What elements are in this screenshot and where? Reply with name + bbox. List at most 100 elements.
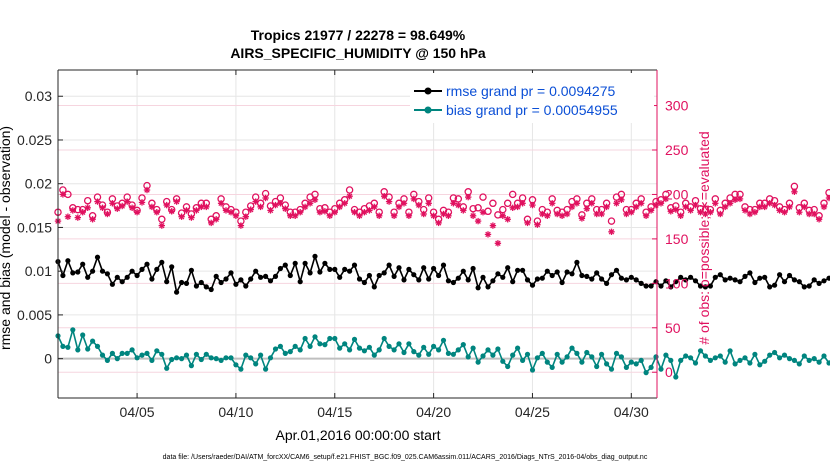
bias-point xyxy=(470,345,476,351)
evaluated-obs-marker xyxy=(109,200,116,207)
bias-point xyxy=(436,347,442,353)
bias-point xyxy=(539,350,545,356)
evaluated-obs-marker xyxy=(74,214,82,221)
bias-point xyxy=(663,352,669,358)
evaluated-obs-marker xyxy=(558,212,566,220)
rmse-point xyxy=(297,279,303,285)
bias-point xyxy=(821,353,827,359)
evaluated-obs-marker xyxy=(282,205,289,212)
rmse-point xyxy=(450,279,456,286)
rmse-point xyxy=(198,279,204,286)
rmse-point xyxy=(524,277,531,283)
rmse-point xyxy=(638,280,644,286)
rmse-point xyxy=(332,266,338,272)
bias-point xyxy=(534,355,541,361)
bias-point xyxy=(218,357,224,363)
rmse-point xyxy=(124,274,130,280)
rmse-point xyxy=(312,253,318,259)
bias-point xyxy=(515,345,521,351)
bias-point xyxy=(549,364,555,370)
bias-point xyxy=(510,352,516,358)
bias-point xyxy=(732,361,738,367)
bias-point xyxy=(371,352,377,358)
evaluated-obs-marker xyxy=(203,203,210,211)
rmse-point xyxy=(114,274,120,280)
bias-point xyxy=(777,355,783,361)
rmse-line xyxy=(57,255,830,294)
evaluated-obs-marker xyxy=(662,195,670,203)
rmse-point xyxy=(391,273,397,279)
bias-point xyxy=(396,341,402,347)
bias-point xyxy=(401,349,407,356)
evaluated-obs-marker xyxy=(366,207,373,214)
evaluated-obs-marker xyxy=(736,195,744,203)
bias-point xyxy=(643,370,649,376)
bias-point xyxy=(119,350,125,356)
x-tick-label: 04/20 xyxy=(416,404,451,420)
bias-point xyxy=(139,352,145,358)
evaluated-obs-marker xyxy=(148,203,156,211)
bias-point xyxy=(569,345,575,351)
evaluated-obs-marker xyxy=(722,203,729,211)
rmse-point xyxy=(179,279,185,286)
evaluated-obs-marker xyxy=(791,188,798,196)
evaluated-obs-marker xyxy=(390,212,398,220)
bias-point xyxy=(94,343,101,349)
rmse-point xyxy=(569,271,575,277)
bias-point xyxy=(85,346,91,352)
y-tick-label: 0.025 xyxy=(17,132,52,148)
bias-point xyxy=(366,344,372,350)
evaluated-obs-marker xyxy=(341,200,348,207)
rmse-point xyxy=(485,284,491,290)
rmse-point xyxy=(707,283,714,289)
rmse-point xyxy=(732,277,738,283)
rmse-point xyxy=(801,284,807,290)
rmse-point xyxy=(727,275,733,281)
rmse-point xyxy=(584,273,590,279)
bias-point xyxy=(455,347,461,353)
evaluated-obs-marker xyxy=(232,212,240,220)
rmse-point xyxy=(183,280,190,286)
bias-point xyxy=(342,341,348,347)
rmse-point xyxy=(396,265,402,271)
bias-point xyxy=(623,364,630,370)
evaluated-obs-marker xyxy=(820,203,828,211)
evaluated-obs-marker xyxy=(494,240,502,247)
evaluated-obs-marker xyxy=(237,222,245,229)
bias-point xyxy=(697,348,704,354)
evaluated-obs-marker xyxy=(178,213,185,220)
bias-point xyxy=(70,327,76,333)
evaluated-obs-marker xyxy=(405,212,413,220)
bias-point xyxy=(149,357,155,363)
bias-point xyxy=(381,335,387,342)
bias-point xyxy=(490,352,496,358)
evaluated-obs-marker xyxy=(633,203,640,211)
evaluated-obs-marker xyxy=(514,203,521,211)
rmse-point xyxy=(712,274,718,280)
bias-point xyxy=(124,350,130,356)
evaluated-obs-marker xyxy=(158,222,166,229)
evaluated-obs-marker xyxy=(133,208,141,216)
x-tick-label: 04/30 xyxy=(614,404,649,420)
y2-tick-label: 300 xyxy=(665,98,689,114)
bias-point xyxy=(174,355,180,361)
rmse-point xyxy=(351,262,358,268)
bias-point xyxy=(208,355,214,361)
rmse-point xyxy=(134,272,140,279)
bias-point xyxy=(90,338,96,344)
rmse-point xyxy=(480,274,486,280)
evaluated-obs-marker xyxy=(207,219,215,227)
rmse-point xyxy=(500,274,506,280)
y-tick-label: 0.005 xyxy=(17,307,52,323)
evaluated-obs-marker xyxy=(771,201,778,209)
evaluated-obs-marker xyxy=(702,210,709,218)
rmse-point xyxy=(589,276,595,282)
rmse-point xyxy=(302,260,308,266)
evaluated-obs-marker xyxy=(385,198,393,205)
rmse-point xyxy=(722,277,728,283)
y2-tick-label: 200 xyxy=(665,186,689,202)
evaluated-obs-marker xyxy=(652,201,660,209)
rmse-point xyxy=(65,258,71,264)
evaluated-obs-marker xyxy=(781,208,788,216)
